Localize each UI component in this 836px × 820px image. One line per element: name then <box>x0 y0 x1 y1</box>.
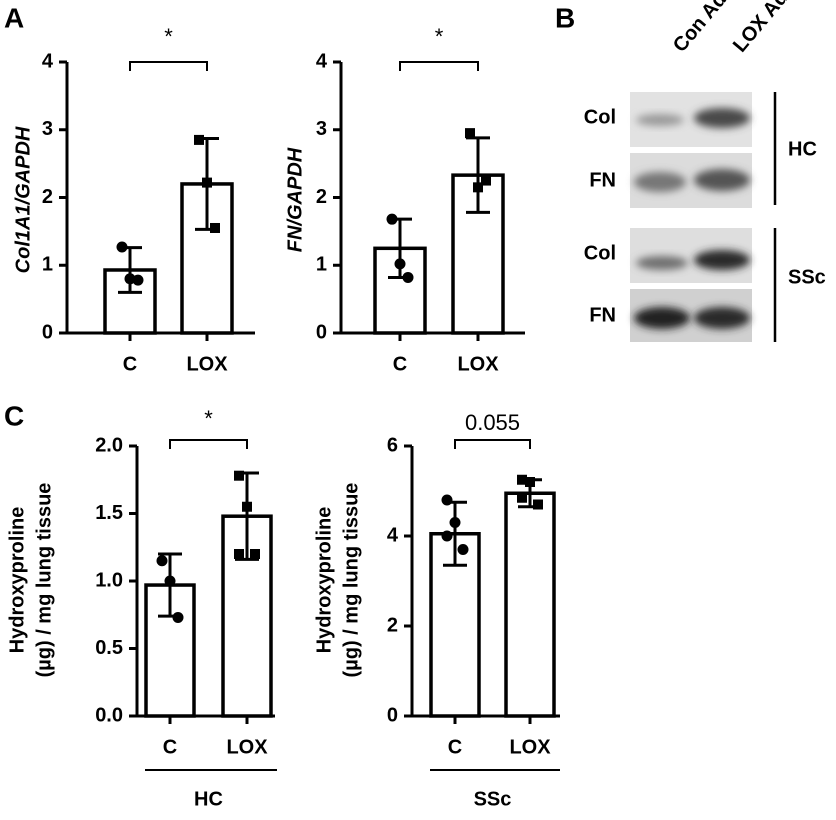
panel-label: C <box>4 400 24 431</box>
lane-label: Con Ad <box>669 0 731 57</box>
band <box>636 114 684 126</box>
data-point <box>242 501 252 512</box>
x-tick-label: C <box>163 736 177 758</box>
band <box>694 169 750 191</box>
data-point <box>517 474 527 485</box>
y-axis-label: Col1A1/GAPDH <box>12 126 34 273</box>
row-label: Col <box>584 106 616 128</box>
row-label: FN <box>589 169 616 191</box>
x-tick-label: LOX <box>226 736 268 758</box>
data-point <box>481 175 491 186</box>
panel-label: B <box>555 2 575 33</box>
significance-label: * <box>435 24 444 49</box>
y-axis-label: (µg) / mg lung tissue <box>340 483 362 678</box>
y-tick-label: 3 <box>42 118 53 140</box>
y-tick-label: 0.5 <box>95 637 123 659</box>
y-tick-label: 4 <box>42 50 54 72</box>
row-label: FN <box>589 304 616 326</box>
y-tick-label: 1 <box>316 254 327 276</box>
band <box>634 307 690 329</box>
significance-bracket <box>129 61 208 71</box>
group-label: SSc <box>474 788 512 810</box>
data-point <box>164 575 176 587</box>
x-tick-label: C <box>448 736 462 758</box>
data-point <box>234 549 244 559</box>
data-point <box>210 222 220 233</box>
significance-bracket <box>399 61 479 71</box>
y-tick-label: 0.0 <box>95 704 123 726</box>
data-point <box>465 128 475 139</box>
y-axis-label: Hydroxyproline <box>313 507 335 654</box>
x-tick-label: LOX <box>509 736 551 758</box>
y-tick-label: 1 <box>42 254 53 276</box>
western-blot: Con Ad LOX Ad Col FN Col FN HC SSc <box>584 0 826 342</box>
data-point <box>525 477 535 487</box>
data-point <box>194 134 204 145</box>
data-point <box>402 271 414 283</box>
x-tick-label: C <box>393 353 407 375</box>
group-label: HC <box>194 788 223 810</box>
data-point <box>156 555 168 567</box>
data-point <box>517 492 527 503</box>
band <box>634 172 686 192</box>
x-tick-label: C <box>123 353 137 375</box>
data-point <box>394 258 406 270</box>
band <box>636 256 688 270</box>
y-axis-label: (µg) / mg lung tissue <box>33 483 55 678</box>
y-tick-label: 3 <box>316 118 327 140</box>
y-tick-label: 0 <box>316 321 327 343</box>
lane-label: LOX Ad <box>729 0 793 57</box>
x-tick-label: LOX <box>186 353 228 375</box>
data-point <box>449 517 461 528</box>
panel-label: A <box>4 2 24 33</box>
y-axis-label: FN/GAPDH <box>284 147 306 252</box>
significance-label: * <box>164 24 173 49</box>
significance-bracket <box>169 439 248 449</box>
y-tick-label: 2 <box>42 186 53 208</box>
x-tick-label: LOX <box>457 353 499 375</box>
bar <box>504 491 556 718</box>
y-tick-label: 0 <box>387 704 398 726</box>
row-label: Col <box>584 242 616 264</box>
data-point <box>172 611 184 623</box>
data-point <box>116 241 128 253</box>
y-tick-label: 6 <box>387 434 398 456</box>
data-point <box>533 499 543 510</box>
group-label: SSc <box>788 266 826 288</box>
y-tick-label: 2 <box>387 614 398 636</box>
y-tick-label: 2.0 <box>95 434 123 456</box>
y-axis-label: Hydroxyproline <box>6 507 28 654</box>
band <box>694 108 750 128</box>
data-point <box>441 530 453 542</box>
data-point <box>473 182 483 193</box>
band <box>694 250 750 270</box>
data-point <box>234 470 244 481</box>
significance-label: 0.055 <box>465 410 520 435</box>
group-label: HC <box>788 138 817 160</box>
data-point <box>441 494 453 506</box>
band <box>694 307 750 329</box>
y-tick-label: 0 <box>42 321 53 343</box>
y-tick-label: 1.5 <box>95 502 123 524</box>
data-point <box>250 549 260 559</box>
data-point <box>202 177 212 188</box>
y-tick-label: 4 <box>387 524 399 546</box>
data-point <box>132 274 144 286</box>
significance-bracket <box>454 439 531 449</box>
data-point <box>457 544 469 555</box>
y-tick-label: 4 <box>316 50 328 72</box>
data-point <box>386 213 398 225</box>
y-tick-label: 1.0 <box>95 569 123 591</box>
y-tick-label: 2 <box>316 186 327 208</box>
significance-label: * <box>204 406 213 431</box>
